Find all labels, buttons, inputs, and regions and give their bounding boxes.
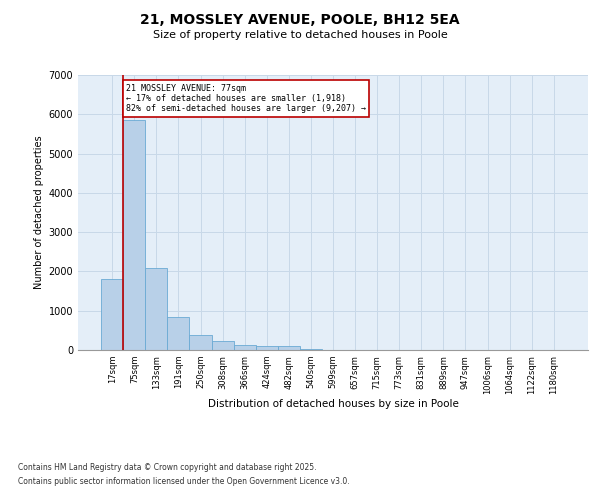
Text: 21 MOSSLEY AVENUE: 77sqm
← 17% of detached houses are smaller (1,918)
82% of sem: 21 MOSSLEY AVENUE: 77sqm ← 17% of detach… <box>126 84 366 114</box>
Bar <box>233 345 256 350</box>
Bar <box>300 349 322 350</box>
Bar <box>278 346 300 350</box>
Y-axis label: Number of detached properties: Number of detached properties <box>34 136 44 290</box>
Bar <box>167 318 190 350</box>
Bar <box>101 280 123 350</box>
Text: 21, MOSSLEY AVENUE, POOLE, BH12 5EA: 21, MOSSLEY AVENUE, POOLE, BH12 5EA <box>140 12 460 26</box>
X-axis label: Distribution of detached houses by size in Poole: Distribution of detached houses by size … <box>208 400 458 409</box>
Bar <box>212 340 233 350</box>
Text: Contains HM Land Registry data © Crown copyright and database right 2025.: Contains HM Land Registry data © Crown c… <box>18 464 317 472</box>
Text: Size of property relative to detached houses in Poole: Size of property relative to detached ho… <box>152 30 448 40</box>
Bar <box>256 346 278 350</box>
Bar <box>190 336 212 350</box>
Text: Contains public sector information licensed under the Open Government Licence v3: Contains public sector information licen… <box>18 477 350 486</box>
Bar <box>123 120 145 350</box>
Bar <box>145 268 167 350</box>
